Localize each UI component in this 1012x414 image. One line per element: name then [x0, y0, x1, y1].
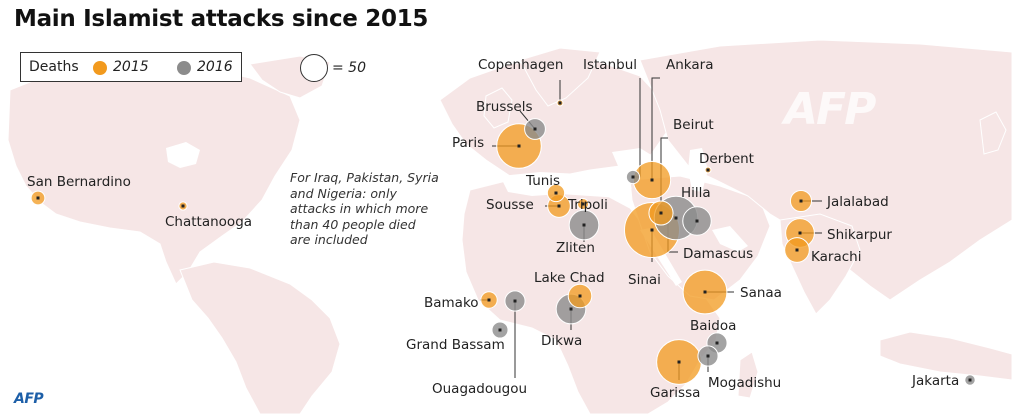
page-title: Main Islamist attacks since 2015 — [14, 6, 429, 32]
hilla-location-dot — [695, 219, 699, 223]
legend-2015-label: 2015 — [113, 59, 149, 75]
zliten-label: Zliten — [556, 240, 595, 256]
jalalabad-location-dot — [799, 199, 803, 203]
copenhagen-location-dot — [558, 101, 562, 105]
sanaa-location-dot — [703, 290, 707, 294]
brussels-location-dot — [533, 127, 537, 131]
uk-land — [483, 87, 513, 129]
istanbul-location-dot — [631, 175, 635, 179]
jakarta-label: Jakarta — [911, 373, 959, 389]
ouagadougou-location-dot — [513, 299, 517, 303]
north-america-land — [7, 61, 301, 285]
damascus-location-dot — [674, 216, 678, 220]
lake-chad-location-dot — [578, 294, 582, 298]
mediterranean-sea — [500, 172, 632, 198]
sinai-location-dot — [650, 228, 654, 232]
chattanooga-label: Chattanooga — [165, 214, 252, 230]
tunis-label: Tunis — [525, 173, 560, 189]
damascus-label: Damascus — [683, 246, 753, 262]
jalalabad-label: Jalalabad — [826, 194, 889, 210]
san-bernardino-label: San Bernardino — [27, 174, 131, 190]
bamako-location-dot — [487, 298, 491, 302]
beirut-label: Beirut — [673, 117, 714, 133]
persian-gulf — [712, 226, 748, 252]
sousse-label: Sousse — [486, 197, 534, 213]
brussels-label: Brussels — [476, 99, 533, 115]
tripoli-location-dot — [581, 202, 585, 206]
legend-2016-dot — [177, 61, 191, 75]
garissa-location-dot — [677, 360, 681, 364]
lake-chad-label: Lake Chad — [534, 270, 605, 286]
beirut-location-dot — [659, 211, 663, 215]
ankara-label: Ankara — [666, 57, 713, 73]
baidoa-location-dot — [715, 341, 719, 345]
indonesia-land — [879, 331, 1012, 381]
tunis-location-dot — [554, 191, 558, 195]
city-labels: San Bernardino Chattanooga Copenhagen Bruss… — [27, 57, 959, 401]
shikarpur-label: Shikarpur — [827, 227, 892, 243]
legend-2016-label: 2016 — [197, 59, 233, 75]
paris-location-dot — [517, 144, 521, 148]
jakarta-location-dot — [968, 378, 972, 382]
afp-logo: AFP — [14, 391, 44, 407]
legend-2015-dot — [93, 61, 107, 75]
garissa-label: Garissa — [650, 385, 700, 401]
scale-label: = 50 — [332, 60, 366, 76]
chattanooga-location-dot — [181, 204, 185, 208]
legend-box: Deaths 2015 2016 — [20, 52, 242, 82]
south-america-land — [179, 261, 341, 414]
iraq-pakistan-syria-nigeria-note: For Iraq, Pakistan, Syria and Nigeria: o… — [290, 170, 439, 247]
karachi-location-dot — [795, 248, 799, 252]
bamako-label: Bamako — [424, 295, 479, 311]
ankara-leader-line — [651, 77, 660, 180]
karachi-label: Karachi — [811, 249, 861, 265]
copenhagen-label: Copenhagen — [478, 57, 563, 73]
mogadishu-location-dot — [706, 354, 710, 358]
ankara-location-dot — [650, 178, 654, 182]
afp-watermark: AFP — [784, 84, 876, 135]
grand-bassam-label: Grand Bassam — [406, 337, 505, 353]
madagascar-land — [737, 351, 759, 399]
dikwa-location-dot — [569, 307, 573, 311]
sinai-label: Sinai — [628, 272, 661, 288]
hilla-label: Hilla — [681, 185, 711, 201]
grand-bassam-location-dot — [498, 328, 502, 332]
tripoli-label: Tripoli — [567, 197, 608, 213]
legend-label: Deaths — [29, 59, 79, 75]
sousse-location-dot — [557, 204, 561, 208]
attack-bubbles — [30, 99, 976, 386]
derbent-location-dot — [706, 168, 710, 172]
japan-land — [979, 111, 1007, 155]
derbent-label: Derbent — [699, 151, 754, 167]
asia-land — [639, 39, 1012, 301]
scale-circle — [300, 54, 328, 82]
sanaa-label: Sanaa — [740, 285, 782, 301]
san-bernardino-location-dot — [36, 196, 40, 200]
caspian-sea — [688, 148, 708, 192]
dikwa-label: Dikwa — [541, 333, 582, 349]
ouagadougou-label: Ouagadougou — [432, 381, 527, 397]
mogadishu-label: Mogadishu — [708, 375, 781, 391]
great-lakes — [166, 142, 200, 168]
shikarpur-location-dot — [798, 231, 802, 235]
baidoa-label: Baidoa — [690, 318, 736, 334]
paris-label: Paris — [452, 135, 484, 151]
zliten-location-dot — [582, 223, 586, 227]
scandinavia-land — [519, 47, 601, 107]
istanbul-label: Istanbul — [583, 57, 637, 73]
